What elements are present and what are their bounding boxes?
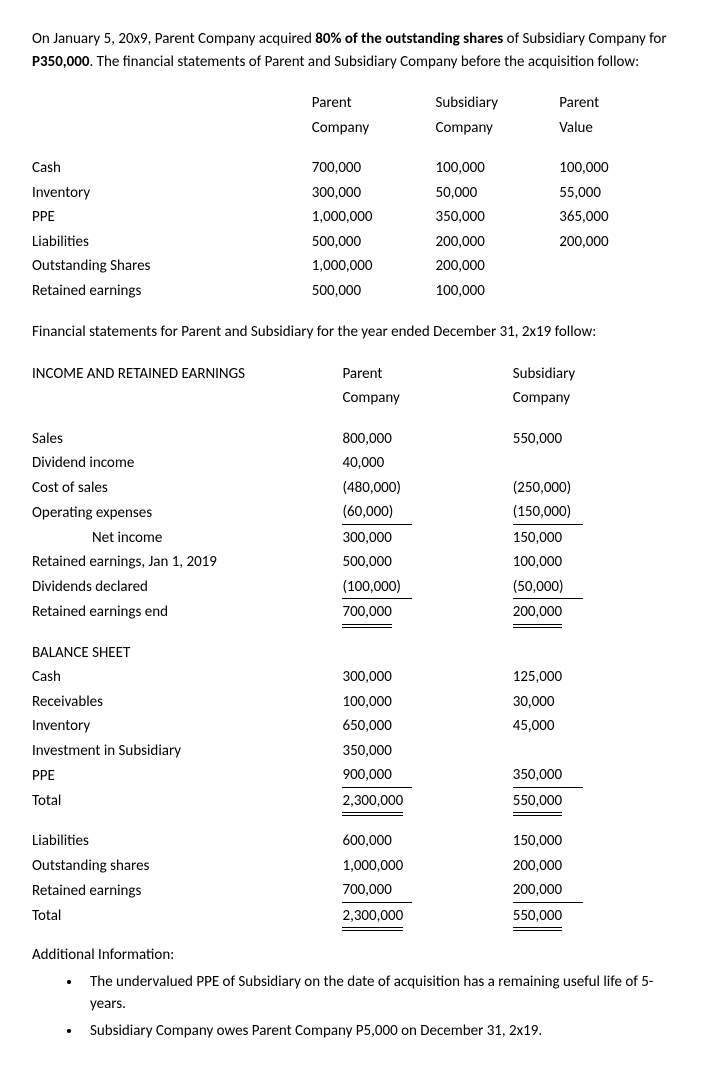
- table-row: Outstanding shares1,000,000200,000: [32, 854, 683, 879]
- table-row: Receivables100,00030,000: [32, 690, 683, 715]
- table-row: Total2,300,000550,000: [32, 904, 683, 929]
- table-row: Sales800,000550,000: [32, 427, 683, 452]
- table-row: Cost of sales(480,000)(250,000): [32, 476, 683, 501]
- t1-h2b: Company: [436, 116, 560, 141]
- intro-bold2: P350,000: [32, 53, 89, 71]
- table-row: PPE1,000,000350,000365,000: [32, 205, 683, 230]
- t2-h2a: Subsidiary: [513, 362, 683, 387]
- pre-acquisition-table: Parent Subsidiary Parent Company Company…: [32, 91, 683, 303]
- table-row: Retained earnings700,000200,000: [32, 878, 683, 904]
- table-row: Inventory300,00050,00055,000: [32, 181, 683, 206]
- intro-pre: On January 5, 20x9, Parent Company acqui…: [32, 30, 315, 48]
- list-item: The undervalued PPE of Subsidiary on the…: [82, 971, 683, 1016]
- table-row: Dividends declared(100,000)(50,000): [32, 575, 683, 601]
- mid-paragraph: Financial statements for Parent and Subs…: [32, 321, 683, 344]
- income-retained-table: INCOME AND RETAINED EARNINGS Parent Subs…: [32, 362, 683, 929]
- additional-info-list: The undervalued PPE of Subsidiary on the…: [32, 971, 683, 1043]
- intro-bold1: 80% of the outstanding shares: [315, 30, 503, 48]
- t1-h3b: Value: [559, 116, 683, 141]
- additional-info-title: Additional Information:: [32, 944, 683, 967]
- row-c3: 100,000: [559, 156, 683, 181]
- table-row: Retained earnings, Jan 1, 2019500,000100…: [32, 550, 683, 575]
- table-row: Cash700,000100,000100,000: [32, 156, 683, 181]
- t2-h1a: Parent: [342, 362, 512, 387]
- table-row: Liabilities600,000150,000: [32, 829, 683, 854]
- intro-paragraph: On January 5, 20x9, Parent Company acqui…: [32, 28, 683, 73]
- table-row: Total2,300,000 550,000: [32, 789, 683, 814]
- table-row: Liabilities500,000200,000200,000: [32, 230, 683, 255]
- t1-h3a: Parent: [559, 91, 683, 116]
- section2-title: BALANCE SHEET: [32, 641, 342, 666]
- table-row: Operating expenses(60,000)(150,000): [32, 500, 683, 526]
- table-row: Retained earnings500,000100,000: [32, 279, 683, 304]
- row-c1: 700,000: [312, 156, 436, 181]
- table-row: Outstanding Shares1,000,000200,000: [32, 254, 683, 279]
- t2-h2b: Company: [513, 386, 683, 411]
- intro-mid: of Subsidiary Company for: [503, 30, 666, 48]
- section1-title: INCOME AND RETAINED EARNINGS: [32, 362, 342, 387]
- table-row: Inventory650,00045,000: [32, 714, 683, 739]
- table-row: Net income300,000150,000: [32, 526, 683, 551]
- table-row: Investment in Subsidiary350,000: [32, 739, 683, 764]
- list-item: Subsidiary Company owes Parent Company P…: [82, 1020, 683, 1043]
- row-c2: 100,000: [436, 156, 560, 181]
- table-row: Dividend income40,000: [32, 451, 683, 476]
- t1-h1a: Parent: [312, 91, 436, 116]
- table-row: Retained earnings end700,000200,000: [32, 600, 683, 625]
- intro-post: . The financial statements of Parent and…: [89, 53, 639, 71]
- t1-h2a: Subsidiary: [436, 91, 560, 116]
- table-row: Cash300,000125,000: [32, 665, 683, 690]
- t1-h1b: Company: [312, 116, 436, 141]
- table-row: PPE900,000350,000: [32, 763, 683, 789]
- t2-h1b: Company: [342, 386, 512, 411]
- row-label: Cash: [32, 156, 312, 181]
